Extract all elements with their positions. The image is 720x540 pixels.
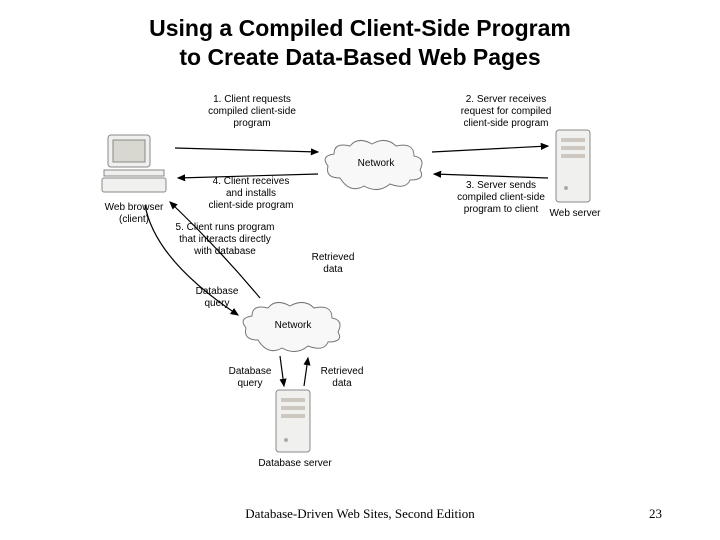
diagram-canvas: Web browser (client) Network Web server … bbox=[100, 90, 620, 470]
step1-label: 1. Client requests compiled client-side … bbox=[192, 94, 312, 130]
title-line2: to Create Data-Based Web Pages bbox=[179, 44, 540, 70]
step2-label: 2. Server receives request for compiled … bbox=[446, 94, 566, 130]
client-computer-icon bbox=[100, 130, 170, 200]
step5-label: 5. Client runs program that interacts di… bbox=[160, 222, 290, 258]
retrieved2-label: Retrieved data bbox=[310, 366, 374, 390]
dbquery1-label: Database query bbox=[182, 286, 252, 310]
footer-text: Database-Driven Web Sites, Second Editio… bbox=[0, 506, 720, 522]
network1-label: Network bbox=[353, 158, 399, 170]
title-line1: Using a Compiled Client-Side Program bbox=[149, 15, 571, 41]
db-server-icon bbox=[272, 388, 314, 456]
retrieved1-label: Retrieved data bbox=[298, 252, 368, 276]
step3-label: 3. Server sends compiled client-side pro… bbox=[436, 180, 566, 216]
dbquery2-label: Database query bbox=[218, 366, 282, 390]
network2-label: Network bbox=[270, 320, 316, 332]
dbserver-caption: Database server bbox=[252, 458, 338, 470]
step4-label: 4. Client receives and installs client-s… bbox=[196, 176, 306, 212]
page-number: 23 bbox=[649, 506, 662, 522]
